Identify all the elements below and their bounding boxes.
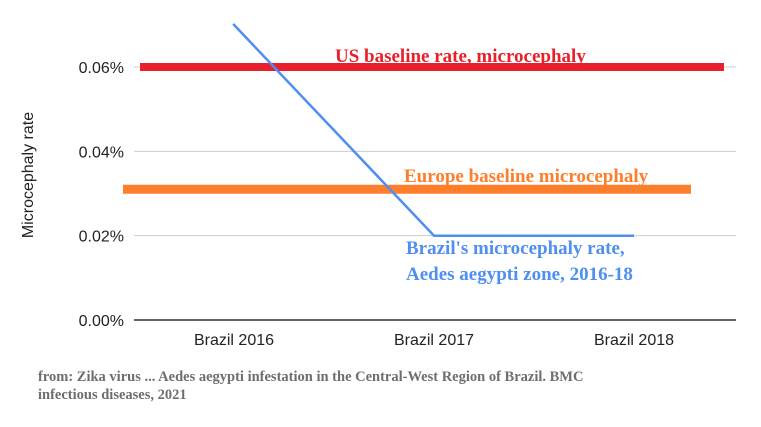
x-tick-label: Brazil 2018 — [594, 332, 674, 349]
source-caption: from: Zika virus ... Aedes aegypti infes… — [38, 368, 738, 404]
y-tick-label: 0.06% — [79, 60, 124, 77]
y-tick-label: 0.04% — [79, 144, 124, 161]
europe-annotation-label: Europe baseline microcephaly — [404, 166, 649, 187]
y-tick-label: 0.02% — [79, 229, 124, 246]
y-axis-title: Microcephaly rate — [20, 112, 37, 238]
source-caption-line-1: from: Zika virus ... Aedes aegypti infes… — [38, 369, 584, 385]
brazil-annotation-label: Brazil's microcephaly rate, — [406, 238, 625, 259]
x-tick-label: Brazil 2017 — [394, 332, 474, 349]
y-tick-label: 0.00% — [79, 313, 124, 330]
brazil-annotation-label: Aedes aegypti zone, 2016-18 — [406, 264, 633, 285]
us-annotation-label: US baseline rate, microcephaly — [335, 46, 586, 67]
x-tick-label: Brazil 2016 — [194, 332, 274, 349]
brazil-series-line — [232, 23, 634, 237]
source-caption-line-2: infectious diseases, 2021 — [38, 387, 187, 403]
